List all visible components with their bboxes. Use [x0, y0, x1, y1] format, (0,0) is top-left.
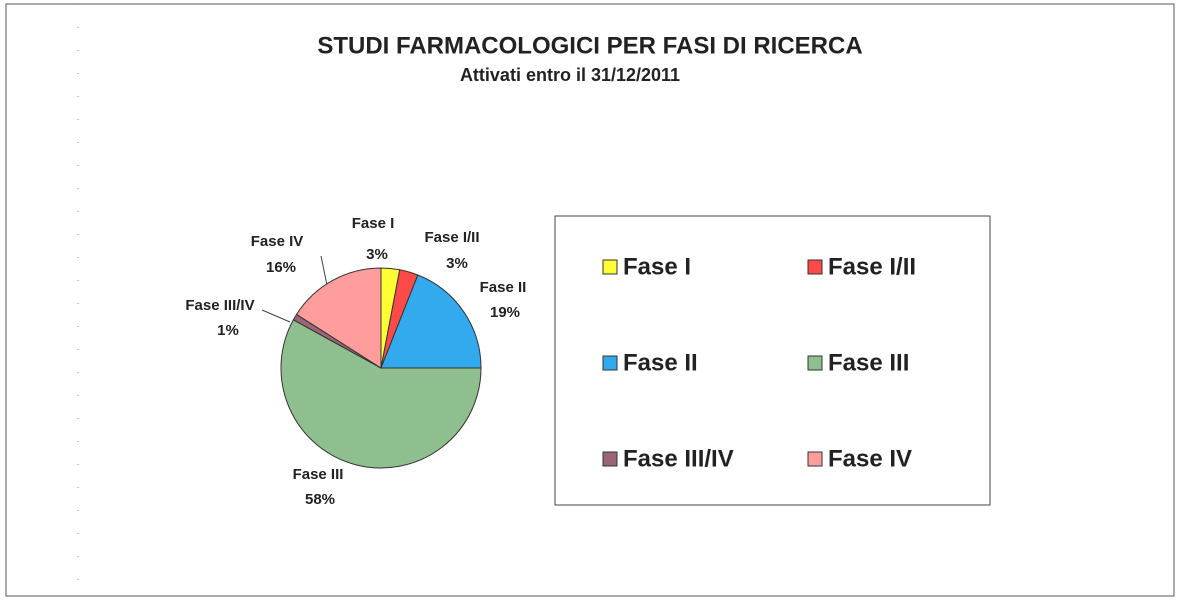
- legend-swatch: [807, 259, 823, 275]
- slice-value-label: 16%: [266, 259, 296, 276]
- slice-label: Fase I: [352, 215, 395, 232]
- legend-label: Fase II: [623, 349, 698, 376]
- legend-swatch: [602, 259, 618, 275]
- pie-slice: [280, 319, 482, 469]
- pie-slice: [380, 274, 482, 369]
- chart-subtitle: Attivati entro il 31/12/2011: [460, 65, 680, 85]
- slice-value-label: 3%: [366, 246, 388, 263]
- legend-label: Fase III: [828, 349, 909, 376]
- slice-value-label: 19%: [490, 304, 520, 321]
- slice-label: Fase I/II: [424, 229, 479, 246]
- legend-label: Fase I: [623, 253, 691, 280]
- slice-value-label: 58%: [305, 491, 335, 508]
- legend-box: [554, 215, 991, 506]
- pie-slice: [295, 267, 382, 369]
- legend-label: Fase III/IV: [623, 445, 734, 472]
- slice-label: Fase III/IV: [185, 297, 254, 314]
- chart-title: STUDI FARMACOLOGICI PER FASI DI RICERCA: [317, 32, 862, 59]
- slice-value-label: 1%: [217, 322, 239, 339]
- legend-swatch: [807, 355, 823, 371]
- slice-label: Fase II: [480, 279, 527, 296]
- slice-value-label: 3%: [446, 255, 468, 272]
- slice-label: Fase IV: [251, 233, 304, 250]
- frame: [5, 3, 1175, 597]
- legend-swatch: [602, 355, 618, 371]
- legend-swatch: [807, 451, 823, 467]
- leader-line: [261, 309, 291, 323]
- legend-label: Fase I/II: [828, 253, 916, 280]
- legend-swatch: [602, 451, 618, 467]
- legend-label: Fase IV: [828, 445, 912, 472]
- slice-label: Fase III: [293, 466, 344, 483]
